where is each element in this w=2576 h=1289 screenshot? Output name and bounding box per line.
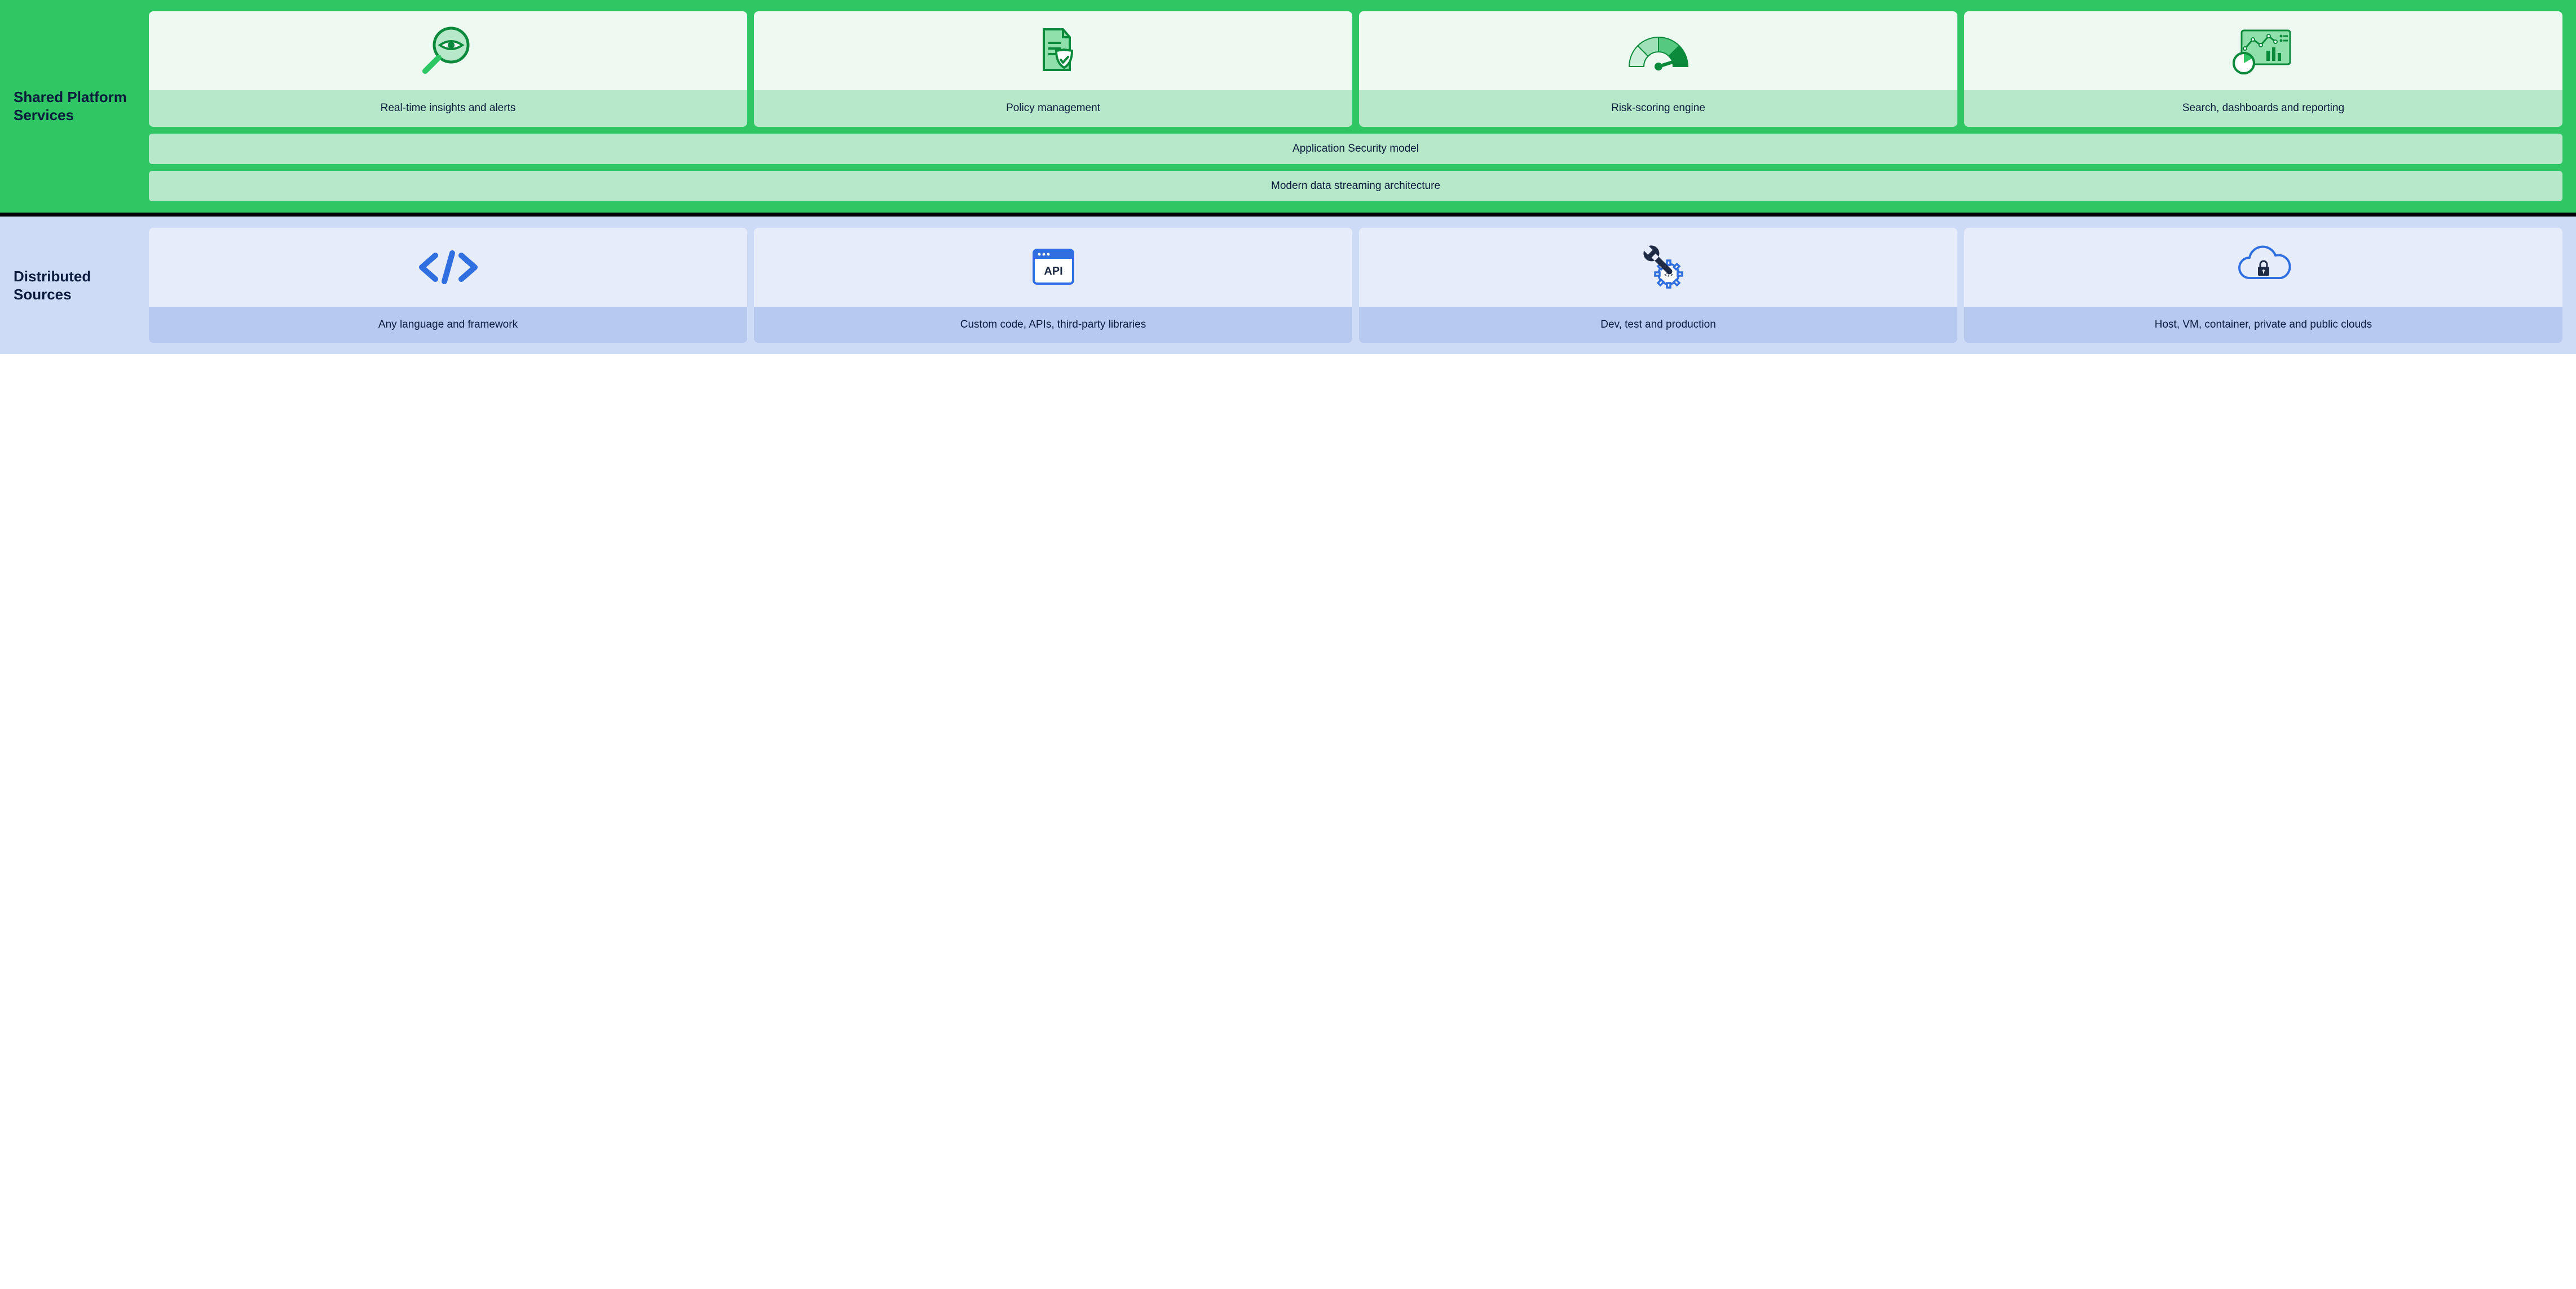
gauge-icon: [1359, 11, 1957, 90]
magnifier-eye-icon: [149, 11, 747, 90]
dashboard-chart-icon: [1964, 11, 2562, 90]
card-label: Host, VM, container, private and public …: [1964, 307, 2562, 343]
card-label: Search, dashboards and reporting: [1964, 90, 2562, 127]
card-label: Dev, test and production: [1359, 307, 1957, 343]
card-row-bottom: Any language and framework API Custom co: [149, 228, 2562, 343]
code-brackets-icon: [149, 228, 747, 307]
distributed-sources-section: Distributed Sources Any language and fra…: [0, 217, 2576, 355]
card-label: Custom code, APIs, third-party libraries: [754, 307, 1352, 343]
card-label: Any language and framework: [149, 307, 747, 343]
card-language-framework: Any language and framework: [149, 228, 747, 343]
card-row-top: Real-time insights and alerts: [149, 11, 2562, 127]
section-content-bottom: Any language and framework API Custom co: [149, 228, 2562, 343]
svg-text:API: API: [1044, 265, 1062, 277]
card-label: Policy management: [754, 90, 1352, 127]
cloud-lock-icon: [1964, 228, 2562, 307]
card-search-dashboards: Search, dashboards and reporting: [1964, 11, 2562, 127]
card-label: Real-time insights and alerts: [149, 90, 747, 127]
shared-platform-services-section: Shared Platform Services: [0, 0, 2576, 213]
card-risk-scoring: Risk-scoring engine: [1359, 11, 1957, 127]
section-content-top: Real-time insights and alerts: [149, 11, 2562, 201]
card-label: Risk-scoring engine: [1359, 90, 1957, 127]
card-host-vm-cloud: Host, VM, container, private and public …: [1964, 228, 2562, 343]
bar-appsec-model: Application Security model: [149, 134, 2562, 164]
section-title-top: Shared Platform Services: [14, 88, 149, 125]
api-window-icon: API: [754, 228, 1352, 307]
section-divider: [0, 213, 2576, 217]
bar-data-streaming: Modern data streaming architecture: [149, 171, 2562, 201]
card-custom-code-apis: API Custom code, APIs, third-party libra…: [754, 228, 1352, 343]
document-shield-icon: [754, 11, 1352, 90]
section-title-bottom: Distributed Sources: [14, 267, 149, 304]
card-realtime-insights: Real-time insights and alerts: [149, 11, 747, 127]
card-dev-test-prod: </> Dev, test and production: [1359, 228, 1957, 343]
card-policy-management: Policy management: [754, 11, 1352, 127]
wrench-gear-icon: </>: [1359, 228, 1957, 307]
